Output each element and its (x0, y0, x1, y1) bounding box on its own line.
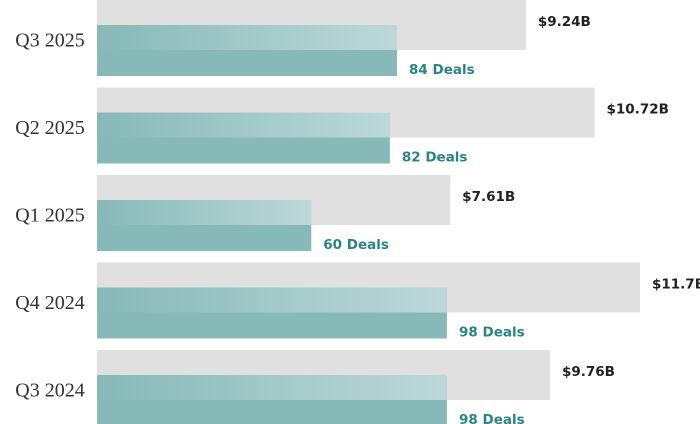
value-label: $10.72B (607, 102, 669, 118)
count-label: 60 Deals (323, 237, 389, 253)
category-label: Q2 2025 (15, 117, 84, 139)
count-label: 82 Deals (402, 150, 468, 166)
category-label: Q3 2025 (15, 30, 84, 52)
value-label: $9.76B (562, 364, 615, 380)
count-bar-highlight (97, 375, 447, 400)
value-label: $9.24B (538, 14, 591, 30)
count-label: 98 Deals (459, 325, 525, 341)
count-bar-highlight (97, 287, 447, 313)
category-label: Q1 2025 (15, 205, 84, 227)
count-bar-highlight (97, 112, 390, 138)
category-label: Q4 2024 (15, 292, 84, 314)
count-label: 84 Deals (409, 62, 475, 78)
value-label: $11.7B (652, 277, 700, 293)
count-bar-highlight (97, 200, 312, 225)
count-bar-highlight (97, 25, 397, 50)
category-label: Q3 2024 (15, 380, 84, 402)
value-label: $7.61B (462, 189, 515, 205)
count-label: 98 Deals (459, 412, 525, 424)
